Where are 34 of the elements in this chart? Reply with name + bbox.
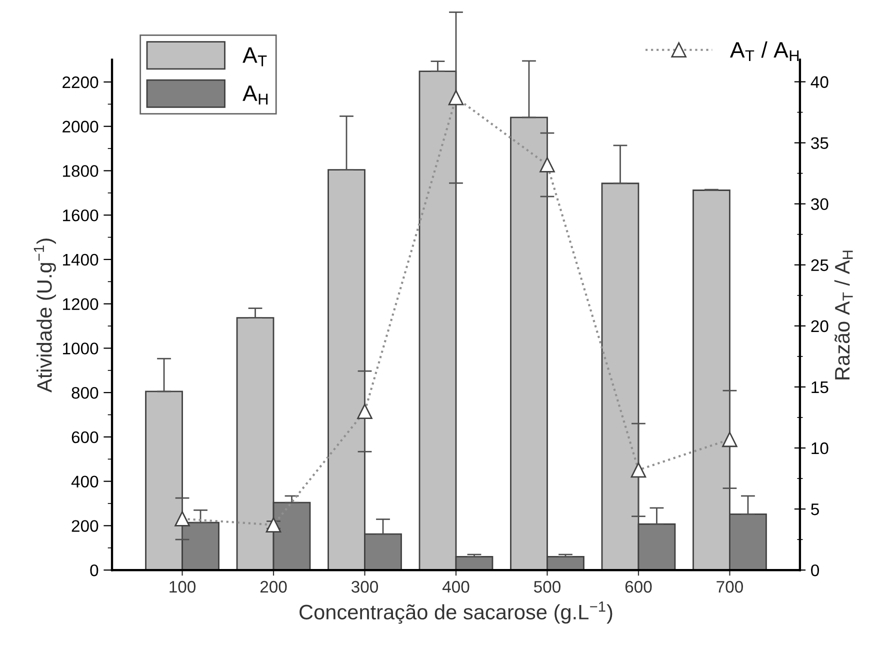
x-tick-label: 300 bbox=[351, 580, 378, 593]
x-tick-label: 100 bbox=[170, 580, 196, 593]
x-tick-label: 400 bbox=[442, 580, 470, 593]
y-tick-label: 600 bbox=[72, 431, 98, 444]
y-tick-label: 1600 bbox=[63, 209, 98, 222]
y-axis-title: Atividade (U.g$^{−1}$) bbox=[34, 238, 56, 392]
y2-tick-label: 40 bbox=[810, 76, 828, 88]
y-tick-label: 200 bbox=[72, 520, 98, 532]
legend-label: A$_{T}$ bbox=[242, 47, 267, 66]
x-tick-label: 600 bbox=[625, 580, 652, 593]
legend-label: A$_{H}$ bbox=[242, 86, 268, 104]
y2-tick-label: 10 bbox=[812, 442, 828, 454]
y2-tick-label: 20 bbox=[811, 320, 828, 332]
y-tick-label: 800 bbox=[72, 386, 98, 399]
y-tick-label: 1400 bbox=[63, 254, 98, 266]
y2-tick-label: 0 bbox=[811, 564, 820, 576]
legend-label: A$_{T}$ / A$_{H}$ bbox=[730, 41, 799, 62]
y-tick-label: 2200 bbox=[62, 76, 98, 88]
y2-tick-label: 25 bbox=[811, 259, 828, 272]
y2-tick-label: 5 bbox=[811, 504, 819, 516]
y-tick-label: 400 bbox=[71, 476, 98, 488]
y-tick-label: 1000 bbox=[63, 342, 98, 354]
y-tick-label: 0 bbox=[90, 564, 98, 576]
y2-tick-label: 15 bbox=[812, 382, 828, 394]
y-tick-label: 2000 bbox=[62, 120, 98, 133]
y-tick-label: 1200 bbox=[63, 298, 98, 310]
x-axis-title: Concentração de sacarose (g.L$^{−1}$) bbox=[300, 602, 612, 624]
x-tick-label: 200 bbox=[260, 580, 287, 593]
y2-tick-label: 30 bbox=[811, 198, 828, 210]
y2-tick-label: 35 bbox=[811, 137, 828, 150]
x-tick-label: 700 bbox=[716, 580, 743, 593]
x-tick-label: 500 bbox=[534, 580, 560, 593]
y2-axis-title: Razão A$_{T}$ / A$_{H}$ bbox=[834, 250, 853, 380]
y-tick-label: 1800 bbox=[63, 165, 98, 177]
